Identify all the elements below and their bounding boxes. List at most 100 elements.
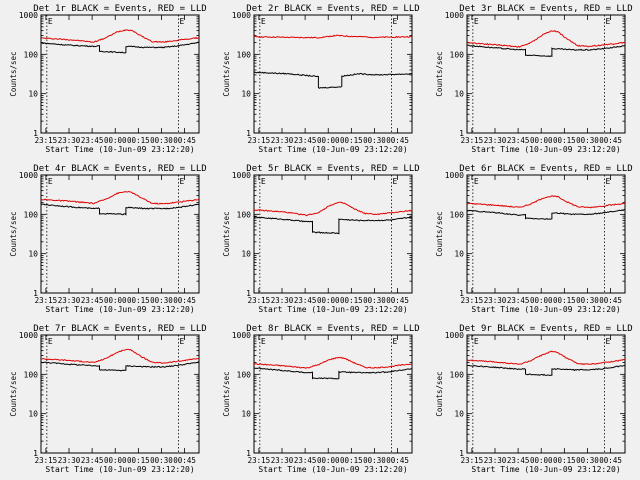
- x-tick-label: 00:30: [363, 296, 386, 305]
- x-tick-label: 00:30: [363, 456, 386, 465]
- x-tick-label: 00:15: [340, 136, 363, 145]
- x-axis-label: Start Time (10-Jun-09 23:12:20): [45, 145, 194, 154]
- lld-series-line: [466, 350, 626, 366]
- x-tick-label: 00:15: [127, 296, 150, 305]
- event-marker-label: E: [180, 177, 185, 186]
- chart-panel-5: Det 5r BLACK = Events, RED = LLD 1 10 100 10…: [222, 164, 420, 314]
- y-axis-label: Counts/sec: [435, 371, 444, 416]
- y-tick-label: 1000: [445, 171, 464, 180]
- x-tick-label: 23:30: [271, 136, 294, 145]
- events-series-line: [40, 361, 200, 372]
- x-axis-label: Start Time (10-Jun-09 23:12:20): [258, 305, 407, 314]
- lld-series-line: [40, 190, 200, 205]
- x-tick-label: 00:30: [150, 296, 173, 305]
- x-tick-label: 00:45: [599, 296, 622, 305]
- events-series-line: [253, 367, 413, 380]
- x-axis-label: Start Time (10-Jun-09 23:12:20): [258, 465, 407, 474]
- x-axis-label: Start Time (10-Jun-09 23:12:20): [471, 145, 620, 154]
- y-tick-label: 1000: [445, 11, 464, 20]
- event-marker-label: E: [48, 337, 53, 346]
- x-tick-label: 00:45: [173, 456, 196, 465]
- y-tick-label: 1: [459, 449, 464, 458]
- x-tick-label: 00:00: [104, 136, 127, 145]
- x-tick-label: 23:15: [461, 136, 484, 145]
- lld-series-line: [253, 34, 413, 39]
- y-tick-label: 1000: [232, 171, 251, 180]
- x-tick-label: 23:45: [81, 136, 104, 145]
- plot-frame: [253, 14, 413, 134]
- events-series-line: [253, 71, 413, 89]
- x-tick-label: 00:15: [553, 456, 576, 465]
- x-tick-label: 00:15: [340, 456, 363, 465]
- chart-panel-7: Det 7r BLACK = Events, RED = LLD 1 10 100 10…: [9, 324, 207, 474]
- event-marker-label: E: [48, 17, 53, 26]
- chart-title: Det 7r BLACK = Events, RED = LLD: [33, 324, 206, 334]
- x-tick-label: 23:30: [271, 456, 294, 465]
- x-axis-label: Start Time (10-Jun-09 23:12:20): [45, 305, 194, 314]
- event-marker-label: E: [606, 337, 611, 346]
- chart-title: Det 1r BLACK = Events, RED = LLD: [33, 4, 206, 14]
- event-marker-label: E: [261, 177, 266, 186]
- event-marker-label: E: [474, 337, 479, 346]
- y-tick-label: 100: [450, 210, 465, 219]
- event-marker-label: E: [474, 177, 479, 186]
- lld-series-line: [466, 29, 625, 48]
- x-axis-label: Start Time (10-Jun-09 23:12:20): [45, 465, 194, 474]
- x-tick-label: 23:45: [81, 296, 104, 305]
- y-tick-label: 10: [241, 250, 251, 259]
- chart-panel-9: Det 9r BLACK = Events, RED = LLD 1 10 100 10…: [435, 324, 633, 474]
- plot-frame: [40, 334, 200, 454]
- events-series-line: [466, 364, 626, 377]
- y-tick-label: 1000: [19, 171, 38, 180]
- x-tick-label: 00:00: [530, 136, 553, 145]
- x-tick-label: 23:45: [294, 136, 317, 145]
- event-marker-label: E: [393, 177, 398, 186]
- event-marker-label: E: [180, 337, 185, 346]
- y-axis-label: Counts/sec: [222, 211, 231, 256]
- x-tick-label: 00:45: [599, 136, 622, 145]
- chart-panel-1: Det 1r BLACK = Events, RED = LLD 1 10 100 10…: [9, 4, 207, 154]
- y-tick-label: 1: [459, 129, 464, 138]
- x-tick-label: 23:30: [484, 456, 507, 465]
- x-tick-label: 23:15: [35, 136, 58, 145]
- y-tick-label: 100: [24, 370, 39, 379]
- plot-frame: [253, 334, 413, 454]
- y-tick-label: 100: [237, 50, 252, 59]
- y-tick-label: 1000: [19, 331, 38, 340]
- y-tick-label: 100: [24, 50, 39, 59]
- x-tick-label: 00:30: [576, 136, 599, 145]
- x-tick-label: 23:45: [507, 456, 530, 465]
- event-marker-label: E: [393, 337, 398, 346]
- y-axis-label: Counts/sec: [435, 211, 444, 256]
- x-tick-label: 00:00: [530, 456, 553, 465]
- lld-series-line: [253, 356, 413, 369]
- x-axis-label: Start Time (10-Jun-09 23:12:20): [258, 145, 407, 154]
- events-series-line: [41, 41, 200, 54]
- y-tick-label: 1000: [19, 11, 38, 20]
- y-tick-label: 100: [450, 370, 465, 379]
- x-tick-label: 23:30: [58, 136, 81, 145]
- x-tick-label: 00:00: [317, 296, 340, 305]
- y-tick-label: 1: [459, 289, 464, 298]
- lld-series-line: [466, 195, 626, 209]
- plot-frame: [466, 174, 626, 294]
- x-tick-label: 23:15: [248, 296, 271, 305]
- event-marker-label: E: [261, 337, 266, 346]
- x-tick-label: 23:15: [461, 296, 484, 305]
- y-tick-label: 10: [241, 410, 251, 419]
- y-tick-label: 1000: [232, 11, 251, 20]
- y-tick-label: 10: [454, 250, 464, 259]
- x-tick-label: 23:15: [35, 456, 58, 465]
- y-axis-label: Counts/sec: [222, 371, 231, 416]
- x-tick-label: 00:45: [173, 296, 196, 305]
- lld-series-line: [253, 201, 413, 217]
- x-tick-label: 00:45: [599, 456, 622, 465]
- x-tick-label: 23:30: [484, 136, 507, 145]
- chart-panel-6: Det 6r BLACK = Events, RED = LLD 1 10 100 10…: [435, 164, 633, 314]
- y-tick-label: 10: [241, 90, 251, 99]
- x-tick-label: 23:15: [35, 296, 58, 305]
- x-tick-label: 23:30: [484, 296, 507, 305]
- y-tick-label: 1: [33, 449, 38, 458]
- event-marker-label: E: [180, 17, 185, 26]
- y-tick-label: 10: [28, 410, 38, 419]
